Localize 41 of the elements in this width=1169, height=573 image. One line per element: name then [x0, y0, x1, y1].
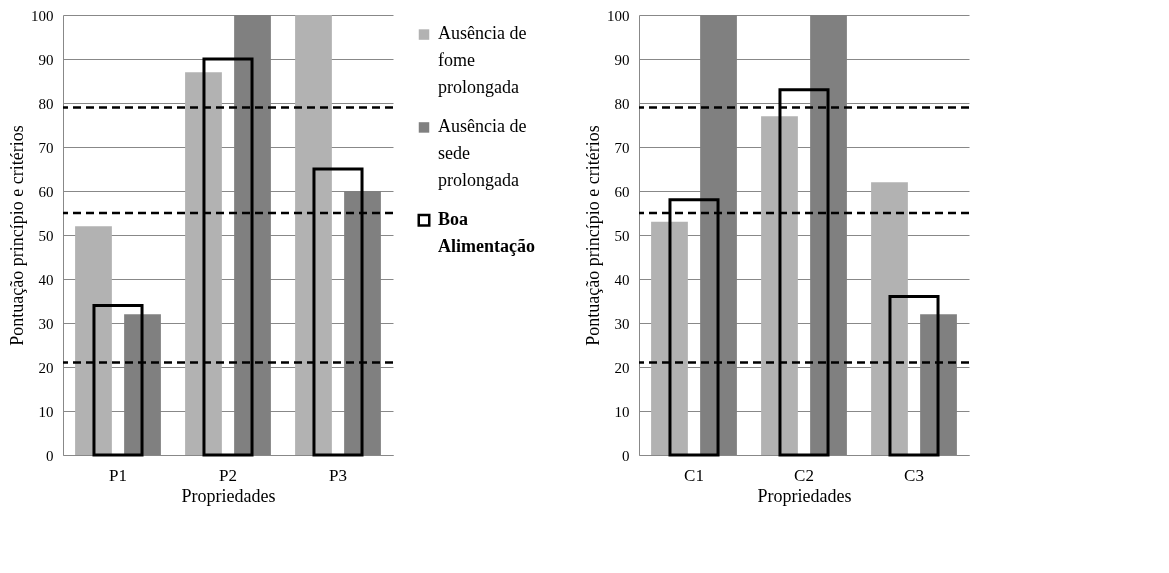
bar [295, 15, 332, 455]
legend-label: Boa Alimentação [438, 208, 535, 256]
x-axis-title: Propriedades [757, 485, 852, 506]
y-tick-label: 20 [38, 359, 54, 376]
y-axis-title: Pontuação princípio e critérios [583, 125, 603, 346]
y-tick-label: 60 [38, 183, 54, 200]
x-tick-label: C3 [904, 465, 924, 485]
x-tick-label: C1 [684, 465, 704, 485]
y-tick-label: 40 [38, 271, 54, 288]
x-tick-label: C2 [794, 465, 814, 485]
y-tick-label: 70 [38, 139, 54, 156]
y-tick-label: 60 [614, 183, 630, 200]
x-tick-label: P2 [219, 465, 237, 485]
bar [185, 72, 222, 455]
bar [651, 221, 688, 455]
y-axis-title: Pontuação princípio e critérios [7, 125, 27, 346]
x-tick-label: P3 [329, 465, 347, 485]
y-tick-label: 10 [38, 403, 54, 420]
y-tick-label: 100 [31, 7, 54, 24]
legend-label: Ausência de fome prolongada [438, 22, 527, 97]
y-tick-label: 90 [614, 51, 630, 68]
y-tick-label: 40 [614, 271, 630, 288]
y-tick-label: 10 [614, 403, 630, 420]
y-tick-label: 0 [46, 447, 54, 464]
y-tick-label: 80 [38, 95, 54, 112]
y-tick-label: 0 [622, 447, 630, 464]
legend-label: Ausência de sede prolongada [438, 115, 527, 190]
y-tick-label: 80 [614, 95, 630, 112]
bar [75, 226, 112, 455]
y-tick-label: 70 [614, 139, 630, 156]
bar [761, 116, 798, 455]
x-tick-label: P1 [109, 465, 127, 485]
y-tick-label: 30 [614, 315, 630, 332]
x-axis-title: Propriedades [181, 485, 276, 506]
y-tick-label: 50 [38, 227, 54, 244]
y-tick-label: 30 [38, 315, 54, 332]
y-tick-label: 20 [614, 359, 630, 376]
y-tick-label: 100 [607, 7, 630, 24]
bar [871, 182, 908, 455]
y-tick-label: 90 [38, 51, 54, 68]
y-tick-label: 50 [614, 227, 630, 244]
